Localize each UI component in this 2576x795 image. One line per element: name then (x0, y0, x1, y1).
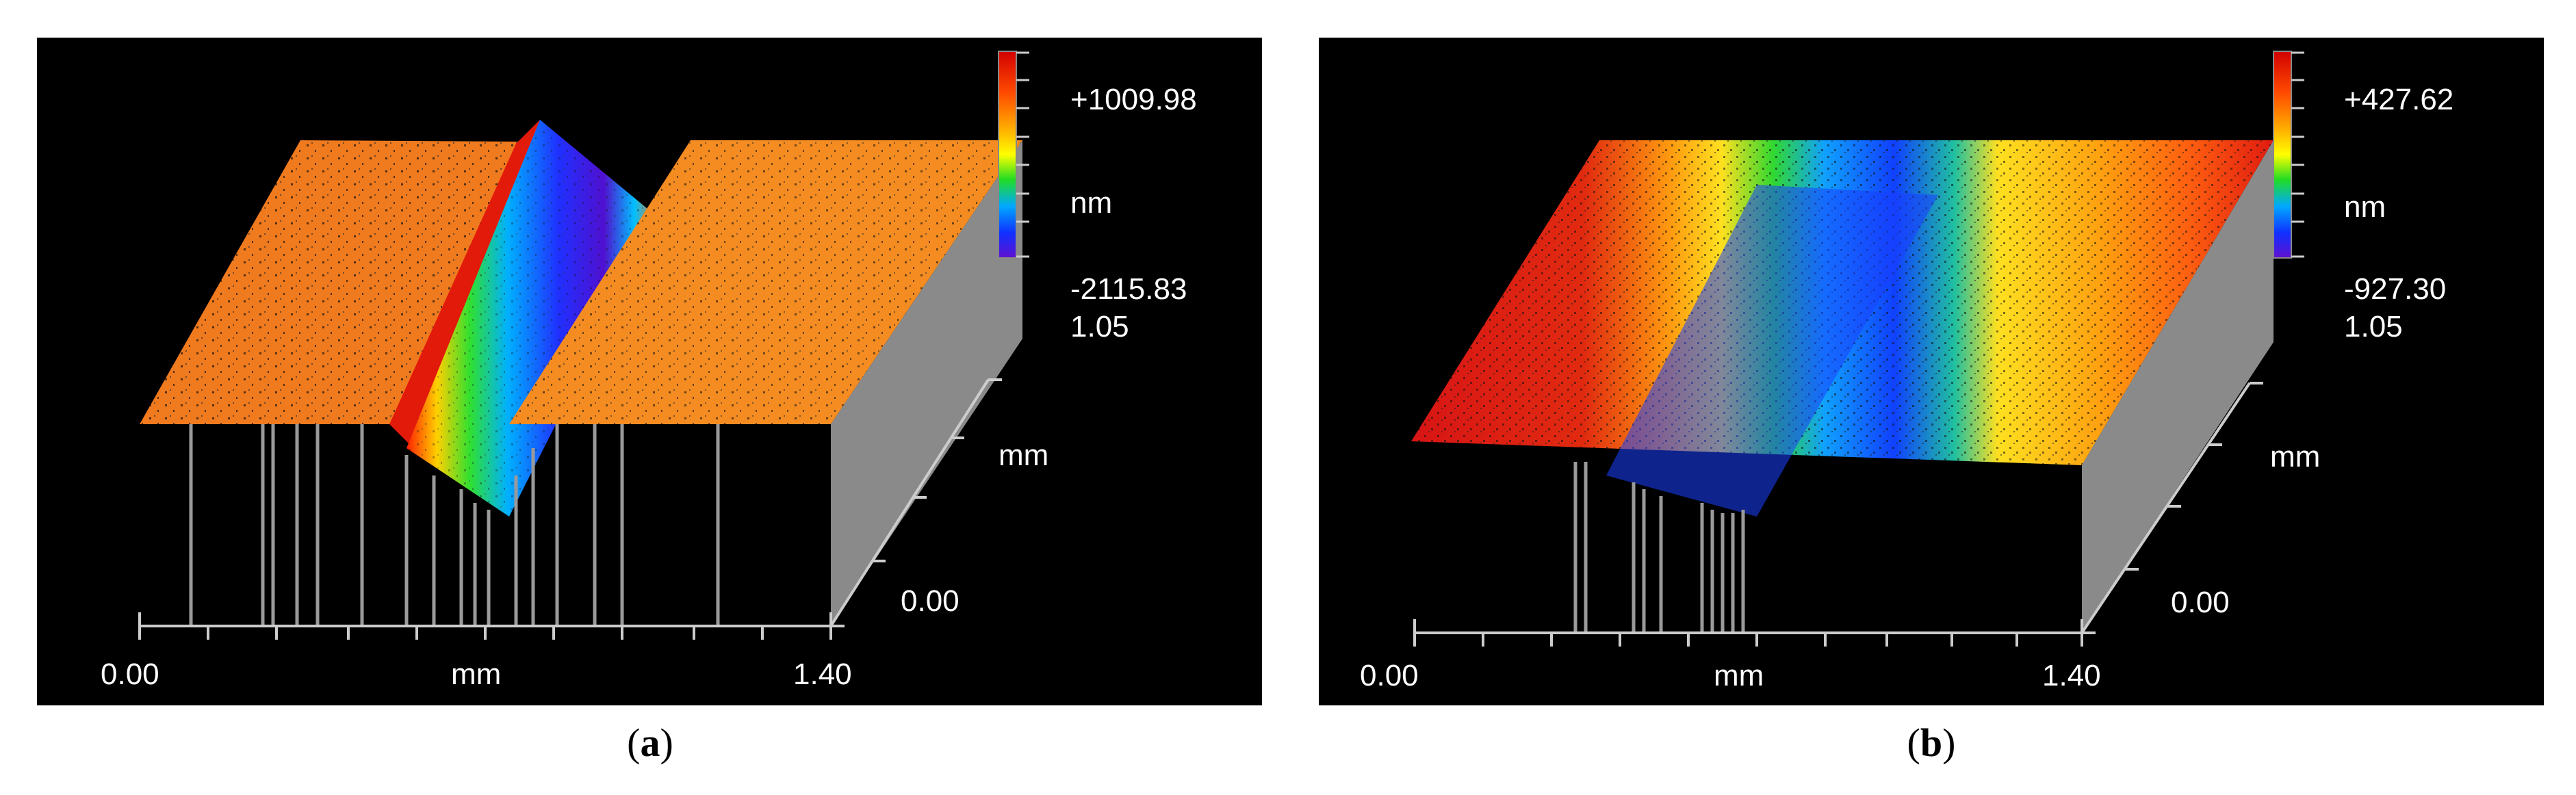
y-axis (829, 378, 1002, 627)
surface-plot-b: +427.62 nm -927.30 1.05 mm 0.00 0.00 mm … (1360, 51, 2453, 692)
y-axis-max-label: 1.05 (2344, 310, 2403, 343)
x-axis (138, 612, 832, 640)
surface-profile-panel-a: +1009.98 nm -2115.83 1.05 mm 0.00 0.00 m… (37, 38, 1262, 705)
y-axis (2081, 382, 2263, 634)
surface-plot-a: +1009.98 nm -2115.83 1.05 mm 0.00 0.00 m… (101, 51, 1197, 691)
surface-groove (1606, 185, 1938, 517)
x-axis (1413, 619, 2083, 647)
scale-max-label: +427.62 (2344, 83, 2453, 116)
y-axis-max-label: 1.05 (1070, 310, 1129, 343)
surface-side-wall (2082, 140, 2274, 633)
y-axis-unit-label: mm (2270, 440, 2320, 473)
x-axis-max-label: 1.40 (2042, 659, 2101, 692)
y-axis-unit-label: mm (999, 439, 1048, 472)
x-axis-unit-label: mm (451, 657, 501, 691)
color-scale-bar (998, 51, 1017, 259)
scale-min-label: -927.30 (2344, 272, 2446, 306)
scale-min-label: -2115.83 (1070, 272, 1187, 306)
panel-caption-b: (b) (1907, 720, 1956, 765)
color-scale-ticks (1016, 51, 1029, 258)
x-axis-unit-label: mm (1714, 659, 1764, 692)
y-axis-min-label: 0.00 (901, 584, 959, 618)
panel-caption-a: (a) (627, 720, 673, 765)
color-scale-bar (2273, 51, 2292, 259)
x-axis-min-label: 0.00 (1360, 659, 1419, 692)
surface-profile-panel-b: +427.62 nm -927.30 1.05 mm 0.00 0.00 mm … (1319, 38, 2544, 705)
y-axis-min-label: 0.00 (2171, 586, 2230, 619)
measurement-spikes (1573, 462, 1745, 633)
measurement-spikes (189, 424, 720, 626)
surface-ridge (389, 120, 540, 455)
color-scale-ticks (2291, 51, 2304, 258)
x-axis-min-label: 0.00 (101, 657, 159, 691)
scale-unit-label: nm (2344, 190, 2386, 224)
scale-max-label: +1009.98 (1070, 83, 1197, 116)
surface-side-wall (831, 140, 1022, 626)
x-axis-max-label: 1.40 (793, 657, 852, 691)
scale-unit-label: nm (1070, 186, 1112, 220)
